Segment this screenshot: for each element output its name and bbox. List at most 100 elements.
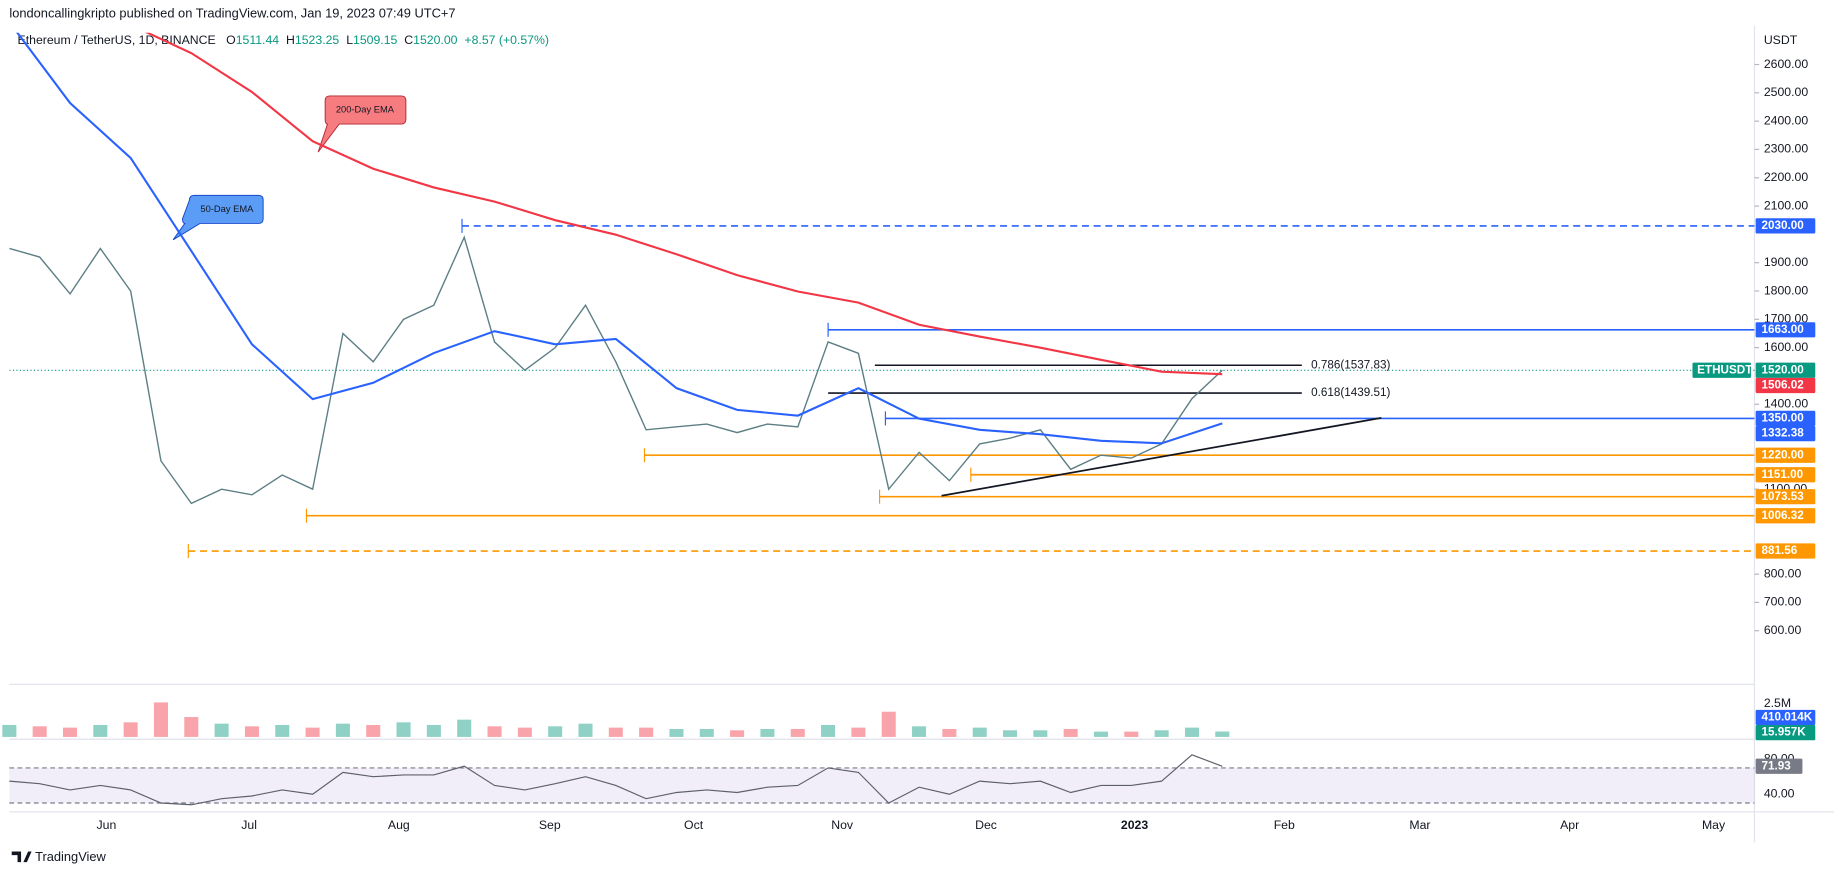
price-tag-label: 1006.32 xyxy=(1761,509,1804,522)
symbol-tag xyxy=(1692,362,1751,378)
price-tag xyxy=(1755,543,1816,559)
callout-200ema xyxy=(317,95,407,153)
series-line xyxy=(9,235,1223,505)
ohlc-value: 1509.15 xyxy=(353,33,398,47)
price-tag xyxy=(1755,322,1816,338)
y-tick-label: 600.00 xyxy=(1764,623,1802,637)
x-tick-label: Jul xyxy=(241,818,257,832)
trendline xyxy=(941,416,1382,497)
price-tag xyxy=(1755,489,1816,505)
volume-bar xyxy=(1154,730,1169,737)
y-tick-label: 800.00 xyxy=(1764,566,1802,580)
price-tag-label: 15.957K xyxy=(1761,726,1806,739)
volume-bar xyxy=(881,711,896,737)
price-tag xyxy=(1755,725,1816,741)
volume-bar xyxy=(93,724,108,737)
price-tag xyxy=(1755,362,1816,378)
publisher: londoncallingkripto published on Trading… xyxy=(9,5,455,20)
price-tag-label: 1663.00 xyxy=(1761,323,1804,336)
volume-bar xyxy=(1124,731,1139,737)
volume-bar xyxy=(153,702,168,737)
ohlc-key: H xyxy=(286,33,295,47)
x-tick-label: Dec xyxy=(975,818,997,832)
volume-bar xyxy=(851,727,866,737)
price-tag xyxy=(1755,508,1816,524)
x-tick-label: Mar xyxy=(1409,818,1430,832)
annotation: 50-Day EMA xyxy=(200,204,254,214)
price-tag-label: 1220.00 xyxy=(1761,448,1804,461)
volume-bar xyxy=(730,730,745,737)
price-tag-label: 1332.38 xyxy=(1761,427,1804,440)
volume-bar xyxy=(1184,727,1199,737)
ohlc-value: 1523.25 xyxy=(295,33,340,47)
price-tag-label: 1350.00 xyxy=(1761,412,1804,425)
price-tag xyxy=(1755,426,1816,442)
x-tick-label: May xyxy=(1702,818,1726,832)
volume-bar xyxy=(548,726,563,737)
series-line xyxy=(145,32,1223,376)
ohlc-key: O xyxy=(226,33,236,47)
price-tag-label: 2030.00 xyxy=(1761,219,1804,232)
price-tag xyxy=(1755,410,1816,427)
volume-bar xyxy=(639,727,654,737)
price-tag-label: 1151.00 xyxy=(1761,468,1803,481)
y-tick-label: 1600.00 xyxy=(1764,340,1809,354)
y-tick-label: 2200.00 xyxy=(1764,170,1809,184)
volume-bar xyxy=(669,728,684,737)
volume-bar xyxy=(1093,731,1109,737)
y-tick-label: 1800.00 xyxy=(1764,283,1809,297)
tradingview-logo: TradingView xyxy=(11,849,107,864)
x-tick-label: Oct xyxy=(684,818,704,832)
volume-bar xyxy=(32,726,47,737)
y-tick-label: 2300.00 xyxy=(1764,142,1809,156)
price-tag-label: 1506.02 xyxy=(1761,379,1804,392)
volume-bar xyxy=(214,723,229,737)
price-tag xyxy=(1755,218,1816,234)
x-tick-label: Nov xyxy=(831,818,854,832)
x-tick-label: Feb xyxy=(1274,818,1295,832)
y-tick-label: 2600.00 xyxy=(1764,57,1809,71)
price-tag-label: 1520.00 xyxy=(1761,363,1804,376)
volume-bar xyxy=(426,724,441,737)
price-tag xyxy=(1755,709,1816,726)
volume-bar xyxy=(184,717,199,737)
volume-bar xyxy=(699,728,714,737)
x-tick-label: 2023 xyxy=(1121,818,1148,832)
volume-bar xyxy=(1215,731,1230,737)
annotation: 200-Day EMA xyxy=(336,104,395,114)
price-tag xyxy=(1755,758,1803,774)
price-tag xyxy=(1755,447,1816,463)
brand: TradingView xyxy=(35,849,106,864)
ohlc-key: L xyxy=(346,33,353,47)
symbol-legend: Ethereum / TetherUS, 1D, BINANCE O1511.4… xyxy=(18,33,549,47)
volume-bar xyxy=(972,727,987,737)
price-tag-label: 1073.53 xyxy=(1761,490,1804,503)
volume-bar xyxy=(244,726,259,737)
volume-bar xyxy=(275,724,290,737)
y-tick-label: 2100.00 xyxy=(1764,198,1809,212)
fib-label: 0.618(1439.51) xyxy=(1311,386,1390,399)
change: +8.57 (+0.57%) xyxy=(464,33,549,47)
volume-bar xyxy=(2,724,17,737)
price-tag xyxy=(1755,467,1816,483)
x-tick-label: Jun xyxy=(97,818,117,832)
volume-bar xyxy=(1063,728,1078,737)
y-tick-label: 700.00 xyxy=(1764,595,1802,609)
symbol: Ethereum / TetherUS, 1D, BINANCE xyxy=(18,33,216,47)
callout-50ema xyxy=(172,194,264,241)
volume-bar xyxy=(942,728,957,737)
series-line xyxy=(16,32,1223,445)
volume-tick-label: 2.5M xyxy=(1764,696,1791,710)
y-tick-label: 2400.00 xyxy=(1764,113,1809,127)
volume-bar xyxy=(760,728,775,737)
volume-bar xyxy=(457,719,472,737)
rsi-line xyxy=(9,754,1223,806)
volume-bar xyxy=(790,728,805,737)
logo-icon xyxy=(11,851,32,863)
volume-bar xyxy=(123,722,138,737)
ohlc-value: 1520.00 xyxy=(413,33,458,47)
rsi-band xyxy=(9,767,1755,804)
fib-label: 0.786(1537.83) xyxy=(1311,358,1390,371)
